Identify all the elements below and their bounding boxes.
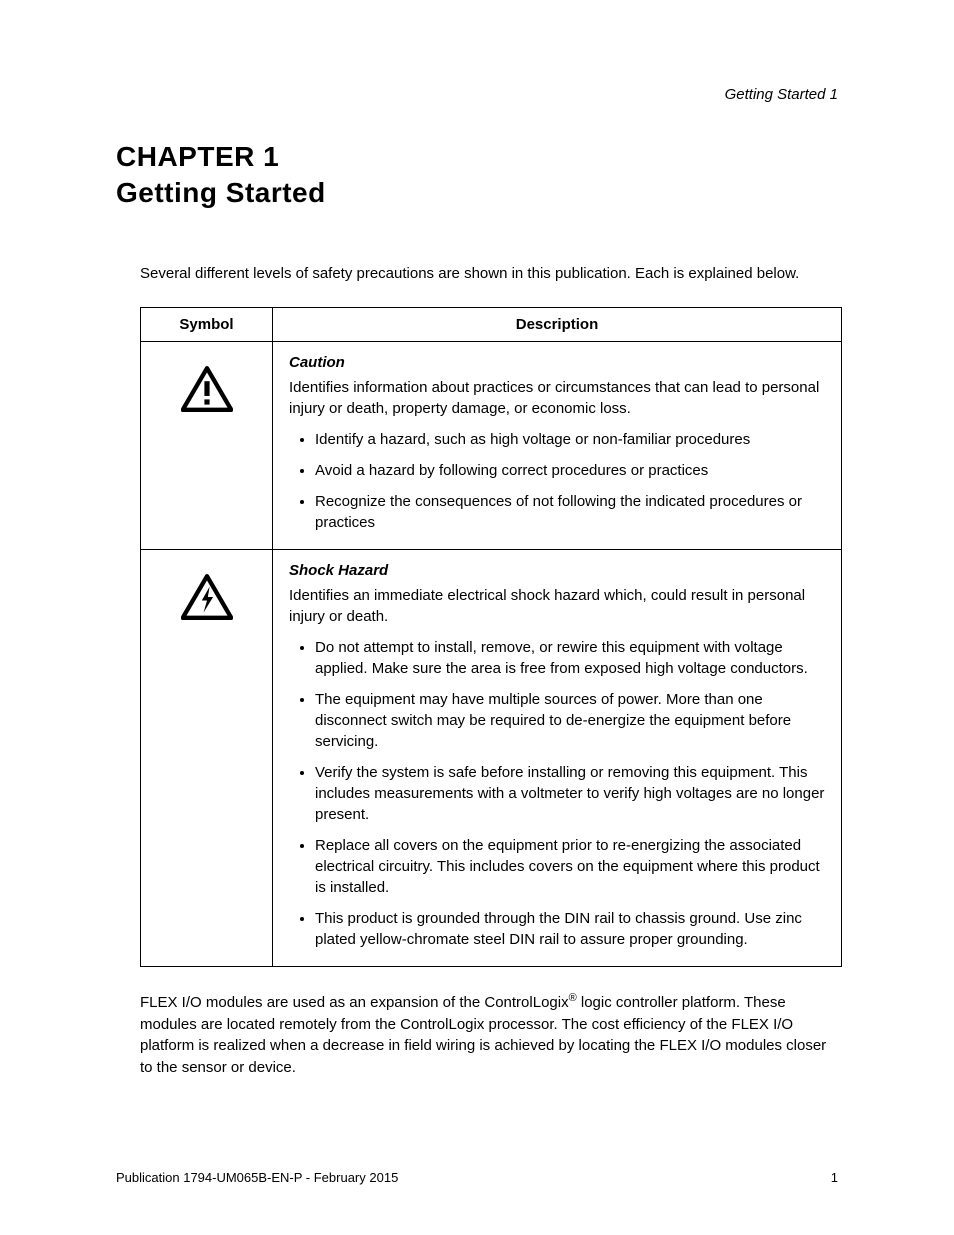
chapter-title: Getting Started: [116, 177, 838, 209]
footer-publication: Publication 1794-UM065B-EN-P - February …: [116, 1170, 398, 1185]
footer-page-number: 1: [831, 1170, 838, 1185]
table-row: Caution Identifies information about pra…: [141, 341, 842, 549]
list-item: Replace all covers on the equipment prio…: [315, 835, 825, 898]
row-title: Caution: [289, 352, 825, 373]
list-item: Verify the system is safe before install…: [315, 762, 825, 825]
outro-line1-pre: FLEX I/O modules are used as an expansio…: [140, 994, 569, 1011]
list-item: The equipment may have multiple sources …: [315, 689, 825, 752]
shock-hazard-icon: [181, 607, 233, 624]
outro-paragraph: FLEX I/O modules are used as an expansio…: [140, 991, 838, 1079]
safety-table: Symbol Description Caution I: [140, 307, 842, 967]
running-header: Getting Started 1: [116, 86, 838, 103]
caution-icon: [181, 399, 233, 416]
list-item: Identify a hazard, such as high voltage …: [315, 429, 825, 450]
registered-mark: ®: [569, 992, 577, 1004]
row-title: Shock Hazard: [289, 560, 825, 581]
list-item: Do not attempt to install, remove, or re…: [315, 637, 825, 679]
row-text: Identifies an immediate electrical shock…: [289, 585, 825, 627]
table-header-description: Description: [273, 307, 842, 341]
intro-paragraph: Several different levels of safety preca…: [140, 263, 838, 285]
list-item: Recognize the consequences of not follow…: [315, 491, 825, 533]
chapter-number: CHAPTER 1: [116, 141, 838, 173]
table-row: Shock Hazard Identifies an immediate ele…: [141, 549, 842, 966]
row-text: Identifies information about practices o…: [289, 377, 825, 419]
outro-line1-post: logic controller platform.: [577, 994, 740, 1011]
list-item: This product is grounded through the DIN…: [315, 908, 825, 950]
list-item: Avoid a hazard by following correct proc…: [315, 460, 825, 481]
table-header-symbol: Symbol: [141, 307, 273, 341]
page-footer: Publication 1794-UM065B-EN-P - February …: [116, 1170, 838, 1185]
